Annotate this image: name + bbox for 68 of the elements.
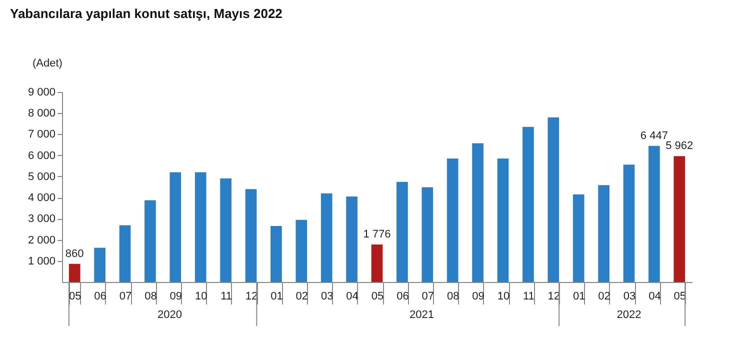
x-tick-label: 01: [270, 290, 283, 302]
data-label: 5 962: [666, 140, 694, 152]
x-tick-label: 03: [320, 290, 334, 302]
x-tick-label: 09: [170, 290, 182, 302]
bar: [396, 182, 408, 282]
data-label: 6 447: [640, 130, 668, 142]
x-tick-label: 10: [194, 290, 208, 302]
x-tick-label: 06: [94, 290, 106, 302]
x-tick-label: 10: [497, 290, 510, 302]
x-tick-label: 03: [623, 290, 636, 302]
bar: [270, 226, 282, 282]
data-label: 1 776: [363, 228, 391, 241]
x-tick-label: 06: [396, 290, 409, 302]
x-tick-label: 12: [245, 290, 258, 302]
text: 2021: [409, 309, 434, 321]
bar: [245, 189, 257, 282]
text: 2022: [616, 309, 642, 321]
y-tick-label: 1 000: [28, 255, 56, 268]
x-tick-label: 08: [144, 290, 157, 302]
bar: [194, 172, 206, 282]
x-tick-label: 02: [296, 290, 308, 302]
bar: [446, 158, 458, 282]
bar: [119, 225, 131, 282]
x-tick-label: 02: [598, 290, 610, 302]
bar: [68, 264, 80, 282]
bar: [144, 200, 156, 282]
bar: [371, 244, 383, 282]
bar: [572, 194, 584, 282]
x-tick-label: 04: [346, 290, 358, 302]
x-tick-label: 05: [371, 290, 384, 302]
x-tick-label: 09: [472, 290, 484, 302]
x-tick-label: 07: [422, 290, 434, 302]
bar: [623, 164, 635, 282]
bar: [220, 178, 232, 282]
y-tick-label: 7 000: [28, 128, 56, 141]
y-tick-label: 6 000: [28, 150, 56, 162]
chart-title: Yabancılara yapılan konut satışı, Mayıs 2022: [10, 6, 282, 21]
bar: [170, 172, 182, 282]
bar: [296, 220, 308, 282]
bar: [497, 158, 509, 282]
bar: [94, 248, 106, 282]
bar: [548, 117, 560, 282]
bar: [422, 187, 434, 282]
x-tick-label: 08: [446, 290, 460, 302]
y-tick-label: 8 000: [28, 108, 56, 120]
bar: [598, 185, 610, 282]
x-tick-label: 12: [548, 290, 560, 302]
x-tick-label: 05: [674, 290, 686, 302]
x-tick-label: 11: [522, 290, 534, 302]
bar: [346, 196, 358, 282]
y-tick-label: 9 000: [28, 86, 56, 98]
text: 2020: [157, 309, 182, 321]
y-tick-label: 4 000: [28, 192, 56, 204]
y-tick-label: 3 000: [28, 213, 56, 226]
bar: [320, 193, 332, 282]
y-tick-label: 5 000: [28, 170, 56, 183]
bar: [522, 126, 534, 282]
x-tick-label: 11: [220, 290, 232, 302]
x-tick-label: 07: [119, 290, 132, 302]
y-axis-title: (Adet): [32, 58, 62, 70]
data-label: 860: [65, 248, 84, 260]
x-tick-label: 04: [648, 290, 661, 302]
bar: [648, 146, 660, 282]
y-tick-label: 2 000: [28, 234, 56, 246]
x-tick-label: 01: [572, 290, 586, 302]
bar: [674, 156, 686, 282]
bar: [472, 143, 484, 282]
x-tick-label: 05: [68, 290, 82, 302]
